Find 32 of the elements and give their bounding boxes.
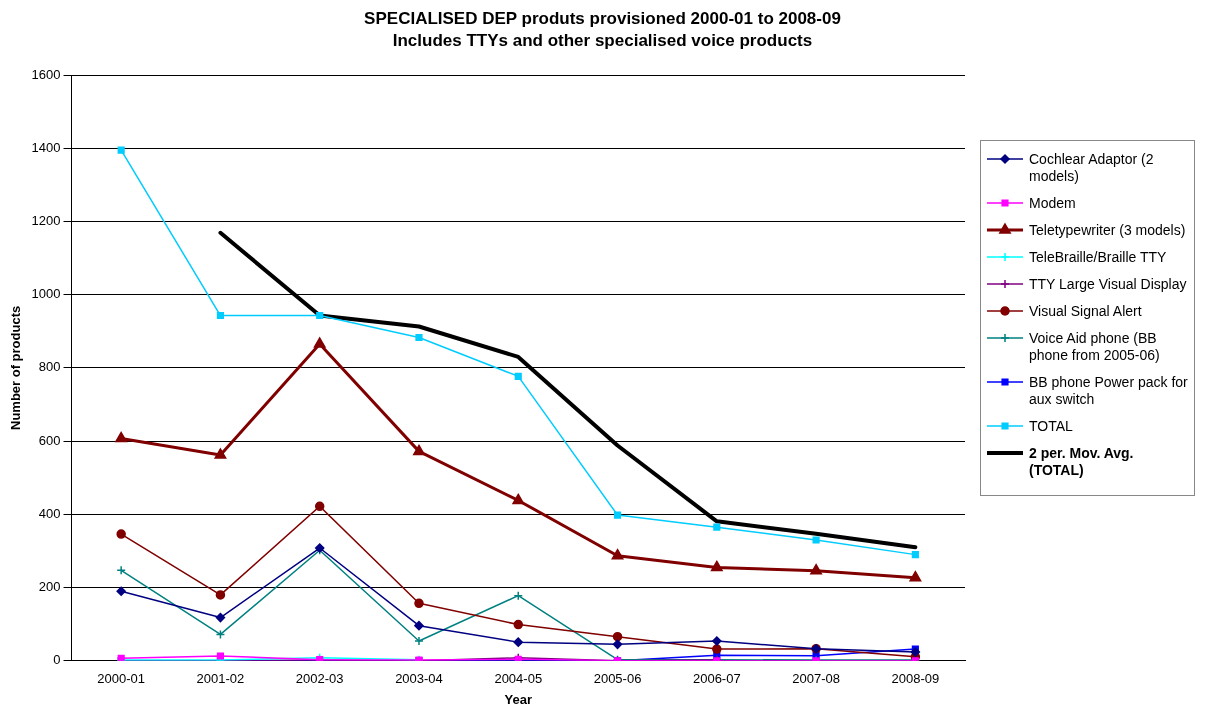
y-tick-label: 1400 bbox=[31, 139, 61, 155]
y-tick-label: 0 bbox=[53, 652, 61, 668]
y-tick-label: 1000 bbox=[31, 286, 61, 302]
y-tick-label: 1600 bbox=[31, 66, 61, 82]
x-tick-label: 2007-08 bbox=[792, 671, 840, 687]
legend-label: BB phone Power pack for aux switch bbox=[1029, 374, 1189, 408]
y-tick-label: 1200 bbox=[31, 213, 61, 229]
y-axis-title: Number of products bbox=[8, 305, 24, 431]
legend-label: Teletypewriter (3 models) bbox=[1029, 222, 1186, 239]
legend-label: 2 per. Mov. Avg. (TOTAL) bbox=[1029, 445, 1135, 479]
x-tick-label: 2002-03 bbox=[295, 671, 344, 687]
x-tick-label: 2008-09 bbox=[891, 671, 940, 687]
x-tick-label: 2004-05 bbox=[494, 671, 543, 687]
legend-label: Cochlear Adaptor (2 models) bbox=[1029, 151, 1155, 185]
y-tick-label: 400 bbox=[38, 505, 61, 521]
legend-label: Voice Aid phone (BB phone from 2005-06) bbox=[1029, 330, 1161, 364]
chart-subtitle: Includes TTYs and other specialised voice products bbox=[391, 30, 814, 52]
x-tick-label: 2001-02 bbox=[196, 671, 245, 687]
legend-label: TeleBraille/Braille TTY bbox=[1029, 249, 1167, 266]
x-tick-label: 2003-04 bbox=[395, 671, 443, 687]
chart-title: SPECIALISED DEP produts provisioned 2000-01 to 2008-09 bbox=[363, 8, 842, 30]
legend-label: TTY Large Visual Display bbox=[1029, 276, 1187, 293]
x-tick-label: 2000-01 bbox=[97, 671, 146, 687]
legend-label: Modem bbox=[1029, 195, 1076, 212]
legend-label: TOTAL bbox=[1029, 418, 1073, 435]
x-axis-title: Year bbox=[504, 691, 532, 707]
y-tick-label: 800 bbox=[38, 359, 61, 375]
y-tick-label: 600 bbox=[38, 432, 61, 448]
x-tick-label: 2005-06 bbox=[593, 671, 642, 687]
x-tick-label: 2006-07 bbox=[692, 671, 741, 687]
y-tick-label: 200 bbox=[38, 579, 61, 595]
legend-label: Visual Signal Alert bbox=[1029, 303, 1142, 320]
